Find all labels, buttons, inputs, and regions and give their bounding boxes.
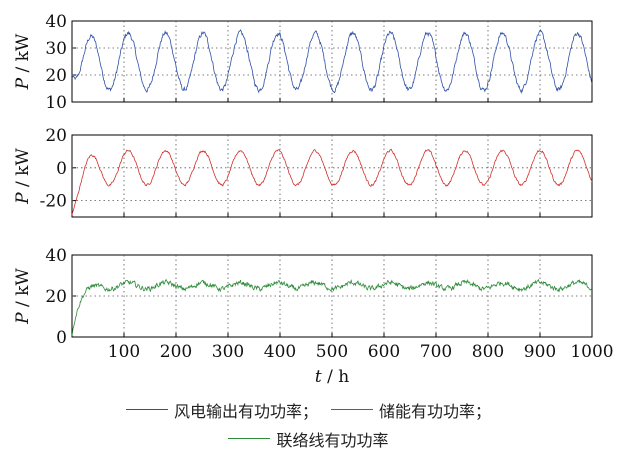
panel-3-series-line: [71, 278, 593, 336]
legend-row-1: 风电输出有功功率； 储能有功功率；: [0, 395, 617, 422]
panel-2-ytick-label-20: 20: [45, 126, 67, 146]
xtick-label-600: 600: [368, 342, 400, 362]
xaxis-label: t / h: [315, 367, 349, 387]
panel-2-series-line: [71, 148, 593, 216]
panel-2-ylabel-unit: / kW: [13, 148, 33, 193]
legend-row-2: 联络线有功功率: [0, 424, 617, 451]
legend-label-tieline: 联络线有功功率: [276, 430, 389, 450]
xtick-label-1000: 1000: [570, 342, 613, 362]
panel-2-ytick-label--20: -20: [40, 192, 67, 212]
panel-1-ytick-label-10: 10: [45, 93, 67, 113]
legend-label-wind: 风电输出有功功率；: [173, 401, 318, 421]
panel-1-ylabel-unit: / kW: [13, 33, 33, 78]
xtick-label-500: 500: [316, 342, 348, 362]
panel-1-ylabel: P / kW: [13, 33, 33, 90]
xtick-label-700: 700: [420, 342, 452, 362]
panel-2-ylabel-var: P: [13, 192, 33, 205]
xtick-label-200: 200: [160, 342, 192, 362]
xtick-label-100: 100: [108, 342, 140, 362]
panel-1-ytick-label-30: 30: [45, 39, 67, 59]
legend-item-wind: 风电输出有功功率；: [125, 398, 318, 422]
legend-label-storage: 储能有功功率；: [379, 401, 492, 421]
xaxis-label-unit: / h: [322, 367, 350, 387]
panel-3-ytick-label-20: 20: [45, 287, 67, 307]
legend-swatch-wind: [125, 409, 168, 410]
legend-item-tieline: 联络线有功功率: [228, 427, 389, 451]
panel-3-ytick-label-40: 40: [45, 246, 67, 266]
panel-1-ylabel-var: P: [13, 77, 33, 90]
xtick-label-300: 300: [212, 342, 244, 362]
legend-swatch-storage: [331, 409, 374, 410]
xaxis-label-var: t: [315, 367, 322, 387]
xtick-label-400: 400: [264, 342, 296, 362]
legend-swatch-tieline: [228, 438, 271, 439]
panel-3-ylabel-unit: / kW: [13, 268, 33, 313]
panel-2-ytick-label-0: 0: [56, 159, 67, 179]
panel-2-ylabel: P / kW: [13, 148, 33, 205]
xtick-label-900: 900: [524, 342, 556, 362]
panel-1-ytick-label-20: 20: [45, 66, 67, 86]
panel-1-ytick-label-40: 40: [45, 12, 67, 32]
panel-1-series-line: [71, 29, 593, 94]
xtick-label-800: 800: [472, 342, 504, 362]
panel-3-ylabel-var: P: [13, 312, 33, 325]
panel-3-ytick-label-0: 0: [56, 328, 67, 348]
panel-3-ylabel: P / kW: [13, 268, 33, 325]
legend-item-storage: 储能有功功率；: [331, 398, 491, 422]
